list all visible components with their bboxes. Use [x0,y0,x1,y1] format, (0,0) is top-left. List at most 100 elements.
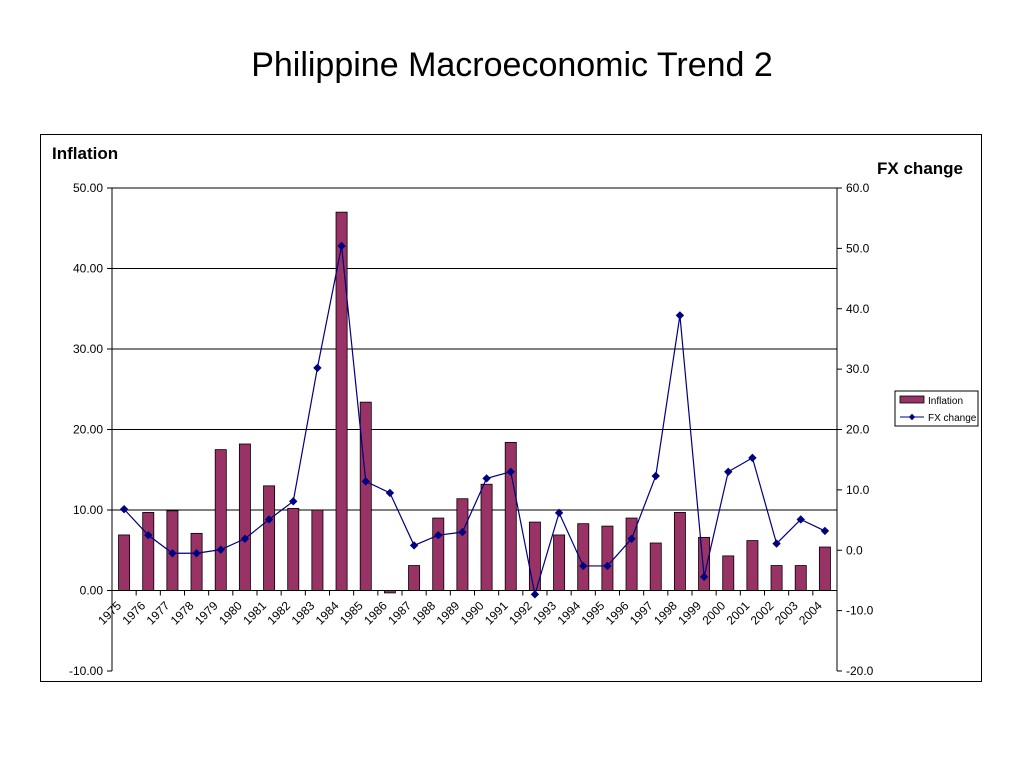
right-tick-label: 10.0 [846,483,870,497]
left-tick-label: 20.00 [73,423,103,437]
fx-marker-1992 [530,590,540,599]
x-tick-label-1995: 1995 [579,598,608,627]
x-tick-label-1991: 1991 [482,598,511,627]
fx-marker-1978 [192,549,201,558]
right-axis-ticks: -20.0 -10.0 0.0 10.0 20.0 30.0 40.0 50.0 60.0 [837,181,874,678]
fx-marker-2002 [772,539,781,548]
x-tick-label-1990: 1990 [458,598,487,627]
gridlines [112,187,837,511]
fx-marker-1985 [361,477,370,486]
x-tick-label-1994: 1994 [554,598,583,627]
x-tick-label-1997: 1997 [627,598,656,627]
bar-1975 [118,534,131,591]
fx-marker-2000 [724,467,733,476]
bar-1990 [480,483,493,591]
x-axis-ticks: 1975197619771978197919801981198219831984… [95,590,838,627]
bar-2000 [722,555,735,591]
right-tick-label: 30.0 [846,362,870,376]
right-tick-label: 60.0 [846,181,870,195]
fx-marker-2001 [748,453,757,463]
bar-1976 [142,512,155,591]
x-tick-label-2003: 2003 [772,598,801,627]
bar-1982 [287,507,300,591]
fx-marker-1975 [119,504,129,514]
fx-marker-1996 [627,534,636,543]
x-tick-label-1989: 1989 [434,598,463,627]
fx-marker-1989 [458,527,467,537]
left-axis-title: Inflation [52,144,118,163]
legend: Inflation FX change [894,390,979,427]
bar-1988 [432,517,445,591]
bar-2003 [794,565,807,591]
fx-marker-1977 [168,549,177,558]
left-tick-label: 10.00 [73,503,103,517]
fx-change-line [119,241,830,599]
bar-1983 [311,509,324,591]
x-tick-label-2001: 2001 [724,598,753,627]
legend-label-fx-change: FX change [928,413,977,424]
x-tick-label-1984: 1984 [313,598,342,627]
fx-marker-1976 [144,530,153,540]
fx-marker-1981 [264,515,274,524]
right-tick-label: 20.0 [846,423,870,437]
fx-marker-1979 [216,545,225,554]
x-tick-label-2004: 2004 [796,598,825,627]
chart-frame [40,134,982,682]
bar-1989 [456,498,469,591]
x-tick-label-1985: 1985 [337,598,366,627]
x-tick-label-1988: 1988 [409,598,438,627]
x-tick-label-1996: 1996 [603,598,632,627]
bar-1998 [673,512,686,591]
left-tick-label: 40.00 [73,262,103,276]
x-tick-label-1975: 1975 [95,598,124,627]
fx-change-polyline [123,245,826,595]
fx-marker-1983 [313,363,322,373]
legend-marker-fx [908,413,916,421]
left-tick-label: 0.00 [80,584,104,598]
bar-1997 [649,542,662,591]
left-axis-ticks: -10.00 0.00 10.00 20.00 30.00 40.00 50.00 [69,181,112,678]
right-tick-label: 0.0 [846,543,863,557]
right-tick-label: -10.0 [846,604,874,618]
bar-1980 [238,443,251,591]
fx-marker-1982 [289,497,298,506]
bar-1985 [359,401,372,591]
bar-1993 [553,534,566,591]
fx-marker-2003 [796,515,805,524]
bar-1981 [263,485,276,591]
x-tick-label-1999: 1999 [675,598,704,627]
x-tick-label-1987: 1987 [385,598,414,627]
fx-marker-1999 [699,572,709,582]
x-tick-label-1982: 1982 [264,598,293,627]
x-tick-label-1986: 1986 [361,598,390,627]
right-tick-label: 50.0 [846,241,870,255]
fx-marker-2004 [820,526,830,536]
bar-1987 [408,565,421,591]
fx-marker-1990 [482,474,491,483]
x-tick-label-1979: 1979 [192,598,221,627]
fx-marker-1994 [579,561,588,571]
legend-box [894,390,979,427]
x-tick-label-1978: 1978 [168,598,197,627]
x-tick-label-1992: 1992 [506,598,535,627]
fx-marker-1995 [603,561,612,571]
bar-2004 [818,546,831,591]
slide-title: Philippine Macroeconomic Trend 2 [251,46,773,84]
left-tick-label: 30.00 [73,342,103,356]
legend-label-inflation: Inflation [928,396,963,407]
x-tick-label-1980: 1980 [216,598,245,627]
fx-marker-1984 [337,241,346,251]
x-tick-label-2000: 2000 [699,598,728,627]
x-tick-label-1983: 1983 [289,598,318,627]
bar-1999 [698,536,711,591]
x-tick-label-1998: 1998 [651,598,680,627]
fx-marker-1997 [651,471,660,481]
x-tick-label-1977: 1977 [144,598,173,627]
bar-2002 [770,565,783,591]
fx-marker-1991 [506,467,515,476]
bar-1991 [504,441,517,591]
fx-marker-1993 [554,508,564,518]
right-tick-label: 40.0 [846,302,870,316]
left-tick-label: -10.00 [69,664,103,678]
